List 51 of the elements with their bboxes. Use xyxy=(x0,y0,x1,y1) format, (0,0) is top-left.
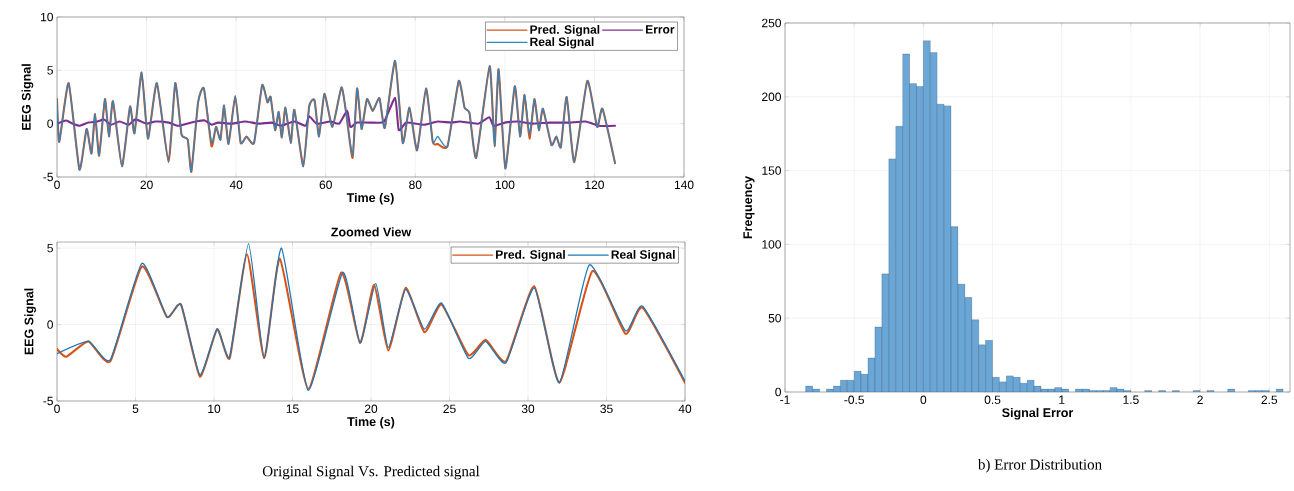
x-tick-label: 15 xyxy=(286,404,299,413)
x-tick-label: 120 xyxy=(585,180,604,190)
y-tick-label: -5 xyxy=(43,172,53,182)
x-tick-label: 60 xyxy=(319,180,332,190)
x-tick-label: 2.5 xyxy=(1261,395,1278,405)
x-axis-title: Time (s) xyxy=(347,416,395,429)
y-tick-label: 0 xyxy=(775,387,782,397)
y-tick-label: 0 xyxy=(47,320,54,329)
legend-label: Real Signal xyxy=(530,37,594,49)
x-tick-label: 10 xyxy=(208,404,221,414)
y-tick-label: 100 xyxy=(762,240,782,249)
y-axis-title: EEG Signal xyxy=(21,64,34,130)
y-tick-label: 150 xyxy=(762,166,782,175)
x-tick-label: 40 xyxy=(229,180,243,190)
text: Original Signal Vs. Predicted signal xyxy=(262,465,480,480)
x-tick-label: 30 xyxy=(521,404,535,414)
x-tick-label: 20 xyxy=(140,180,153,190)
x-axis-title: Time (s) xyxy=(346,192,394,205)
line-series xyxy=(57,97,617,132)
x-tick-label: 140 xyxy=(674,180,694,190)
x-tick-label: -1 xyxy=(780,395,790,404)
x-tick-label: 1 xyxy=(1059,395,1065,404)
y-axis-title: Frequency xyxy=(743,175,755,239)
x-tick-label: 20 xyxy=(364,404,378,414)
y-tick-label: 5 xyxy=(47,66,53,75)
legend-label: Real Signal xyxy=(611,249,675,262)
y-tick-label: 0 xyxy=(47,119,54,128)
x-tick-label: 1.5 xyxy=(1123,395,1139,404)
x-tick-label: 2 xyxy=(1197,395,1203,404)
y-tick-label: 5 xyxy=(47,243,53,253)
y-axis-title: EEG Signal xyxy=(24,288,36,355)
text: b) Error Distribution xyxy=(977,459,1102,473)
x-tick-label: 5 xyxy=(132,404,139,413)
y-tick-label: 10 xyxy=(41,12,53,22)
x-tick-label: 80 xyxy=(409,180,422,190)
y-tick-label: 50 xyxy=(768,313,782,323)
y-tick-label: 250 xyxy=(762,18,782,28)
x-axis-title: Signal Error xyxy=(1002,407,1074,420)
chart-title: Zoomed View xyxy=(331,227,412,237)
y-tick-label: -5 xyxy=(43,396,53,406)
x-tick-label: 0 xyxy=(920,395,927,405)
legend-label: Pred. Signal xyxy=(530,25,600,37)
x-tick-label: 0.5 xyxy=(984,395,1001,405)
y-tick-label: 200 xyxy=(762,92,782,102)
legend-label: Error xyxy=(645,25,675,34)
x-tick-label: 100 xyxy=(495,180,515,190)
x-tick-label: -0.5 xyxy=(844,395,865,405)
x-tick-label: 40 xyxy=(678,404,692,414)
x-tick-label: 25 xyxy=(443,404,456,414)
legend-label: Pred. Signal xyxy=(496,249,565,262)
x-tick-label: 35 xyxy=(600,404,613,414)
